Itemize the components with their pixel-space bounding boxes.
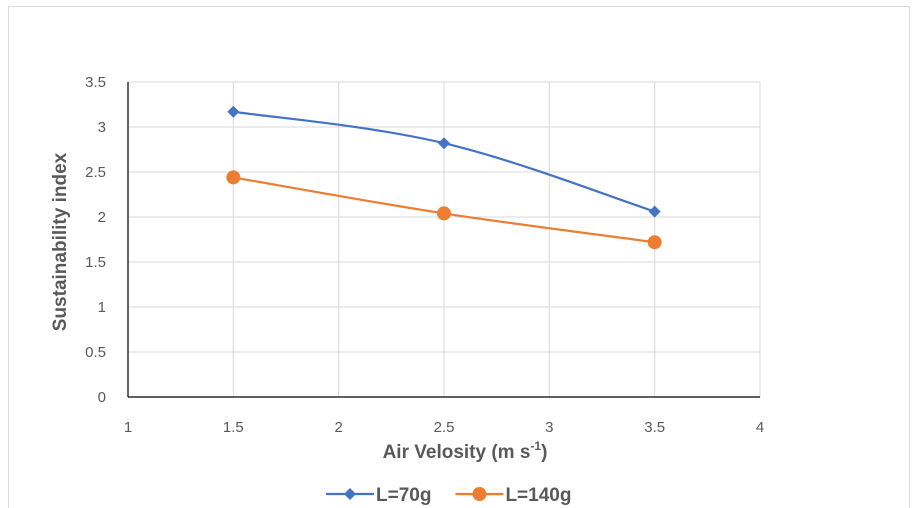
x-tick-label: 1 — [124, 419, 132, 436]
data-point-l-140g — [437, 206, 451, 221]
x-tick-label: 2 — [334, 419, 342, 436]
x-axis-title-end: ) — [541, 442, 547, 463]
y-tick-label: 2 — [98, 209, 106, 226]
data-point-l-70g — [648, 205, 661, 218]
y-tick-label: 3.5 — [85, 74, 106, 91]
legend-item-l-140g: L=140g — [455, 485, 571, 506]
legend-label-l-140g: L=140g — [505, 485, 571, 506]
axes — [127, 82, 760, 398]
x-axis-title-main: Air Velosity (m s — [383, 442, 531, 463]
data-point-l-70g — [227, 105, 240, 118]
series-l-140g — [226, 170, 662, 250]
data-point-l-70g — [438, 137, 450, 150]
data-point-l-140g — [647, 235, 662, 250]
y-axis-title: Sustainability index — [50, 152, 71, 331]
x-tick-label: 4 — [756, 419, 764, 436]
y-tick-labels: 0 0.5 1 1.5 2 2.5 3 3.5 — [85, 74, 106, 406]
y-tick-label: 3 — [98, 119, 106, 136]
x-axis-title-sup: -1 — [530, 439, 541, 453]
legend-marker-l-70g — [344, 488, 356, 500]
legend-item-l-70g: L=70g — [326, 485, 431, 506]
legend-marker-l-140g — [472, 487, 487, 501]
x-tick-label: 3.5 — [644, 419, 665, 436]
y-tick-label: 0.5 — [85, 344, 106, 361]
series-l-70g — [227, 105, 661, 218]
legend: L=70g L=140g — [326, 485, 571, 506]
x-tick-label: 2.5 — [434, 419, 455, 436]
y-tick-label: 0 — [98, 389, 106, 406]
y-tick-label: 2.5 — [85, 164, 106, 181]
x-tick-label: 3 — [545, 419, 553, 436]
x-tick-label: 1.5 — [223, 419, 244, 436]
y-tick-label: 1 — [98, 299, 106, 316]
x-axis-title: Air Velosity (m s-1) — [383, 439, 548, 463]
x-tick-labels: 1 1.5 2 2.5 3 3.5 4 — [124, 419, 764, 436]
y-tick-label: 1.5 — [85, 254, 106, 271]
gridlines — [128, 81, 761, 397]
legend-label-l-70g: L=70g — [376, 485, 431, 506]
series-group — [226, 105, 662, 250]
data-point-l-140g — [226, 170, 241, 185]
